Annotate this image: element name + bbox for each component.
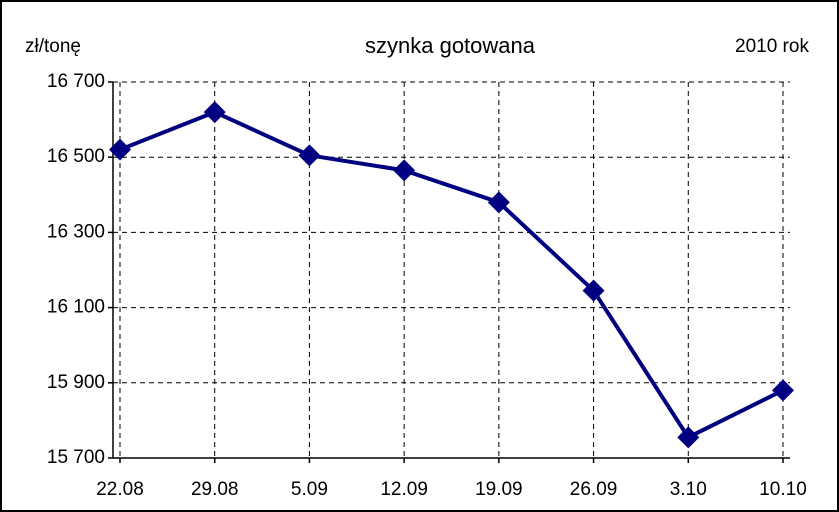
x-tick-label: 26.09 (570, 479, 618, 500)
x-tick-label: 12.09 (380, 479, 428, 500)
x-tick-label: 10.10 (759, 479, 807, 500)
data-point (203, 101, 226, 124)
x-tick-label: 5.09 (291, 479, 328, 500)
y-tick-label: 16 100 (47, 297, 105, 318)
x-tick-label: 22.08 (96, 479, 144, 500)
data-point (582, 279, 605, 302)
x-tick-label: 19.09 (475, 479, 523, 500)
y-tick-label: 15 700 (47, 447, 105, 468)
data-point (487, 191, 510, 214)
data-point (109, 138, 131, 161)
line-series (119, 110, 784, 440)
x-tick-label: 29.08 (191, 479, 239, 500)
y-axis-label: zł/tonę (25, 36, 81, 57)
y-tick-label: 16 500 (47, 146, 105, 167)
x-tick-label: 3.10 (670, 479, 707, 500)
y-tick-label: 16 300 (47, 221, 105, 242)
y-tick-label: 16 700 (47, 71, 105, 92)
chart-title: szynka gotowana (365, 33, 536, 58)
annotation: 2010 rok (735, 36, 809, 57)
data-point (677, 426, 700, 449)
data-point (393, 159, 416, 182)
y-tick-label: 15 900 (47, 372, 105, 393)
data-point (772, 379, 794, 402)
data-point (298, 144, 321, 167)
